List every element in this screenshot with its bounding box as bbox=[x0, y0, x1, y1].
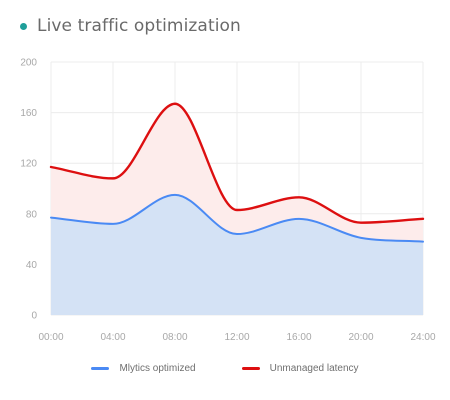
legend-label-optimized: Mlytics optimized bbox=[119, 363, 196, 374]
chart-legend: Mlytics optimized Unmanaged latency bbox=[0, 363, 450, 374]
data-point-unmanaged[interactable] bbox=[234, 207, 240, 213]
y-tick-label: 0 bbox=[31, 311, 37, 322]
data-point-optimized[interactable] bbox=[358, 235, 364, 241]
area-layer bbox=[51, 103, 423, 316]
data-point-optimized[interactable] bbox=[420, 239, 426, 245]
data-point-unmanaged[interactable] bbox=[296, 194, 302, 200]
axis-layer: 0 40 80 120 160 200 00:00 04:00 08:00 12:00 16:00 2… bbox=[20, 58, 436, 344]
data-point-unmanaged[interactable] bbox=[420, 216, 426, 222]
data-point-optimized[interactable] bbox=[48, 215, 54, 221]
data-point-optimized[interactable] bbox=[110, 221, 116, 227]
data-point-unmanaged[interactable] bbox=[358, 220, 364, 226]
legend-label-unmanaged: Unmanaged latency bbox=[269, 363, 359, 374]
legend-swatch-optimized bbox=[91, 367, 110, 370]
legend-item-unmanaged[interactable]: Unmanaged latency bbox=[241, 363, 359, 374]
data-point-optimized[interactable] bbox=[234, 231, 240, 237]
x-tick-label: 12:00 bbox=[224, 332, 249, 343]
data-point-optimized[interactable] bbox=[172, 192, 178, 198]
legend-item-optimized[interactable]: Mlytics optimized bbox=[91, 363, 196, 374]
x-tick-label: 24:00 bbox=[410, 332, 435, 343]
y-tick-label: 120 bbox=[20, 159, 37, 170]
data-point-unmanaged[interactable] bbox=[172, 101, 178, 107]
chart-header: Live traffic optimization bbox=[20, 16, 241, 36]
legend-swatch-unmanaged bbox=[241, 367, 260, 370]
line-layer bbox=[48, 101, 426, 245]
series-area-optimized bbox=[51, 194, 423, 315]
chart-title: Live traffic optimization bbox=[37, 16, 241, 36]
y-tick-label: 80 bbox=[26, 209, 38, 220]
y-tick-label: 200 bbox=[20, 58, 37, 69]
y-tick-label: 40 bbox=[26, 260, 38, 271]
x-tick-label: 04:00 bbox=[100, 332, 125, 343]
data-point-unmanaged[interactable] bbox=[48, 164, 54, 170]
y-tick-label: 160 bbox=[20, 108, 37, 119]
x-tick-label: 00:00 bbox=[38, 332, 63, 343]
x-tick-label: 08:00 bbox=[162, 332, 187, 343]
series-line-unmanaged[interactable] bbox=[49, 102, 425, 224]
x-tick-label: 16:00 bbox=[286, 332, 311, 343]
live-status-dot bbox=[20, 22, 27, 30]
x-tick-label: 20:00 bbox=[348, 332, 373, 343]
data-point-unmanaged[interactable] bbox=[110, 175, 116, 181]
data-point-optimized[interactable] bbox=[296, 216, 302, 222]
series-line-optimized[interactable] bbox=[50, 193, 424, 243]
